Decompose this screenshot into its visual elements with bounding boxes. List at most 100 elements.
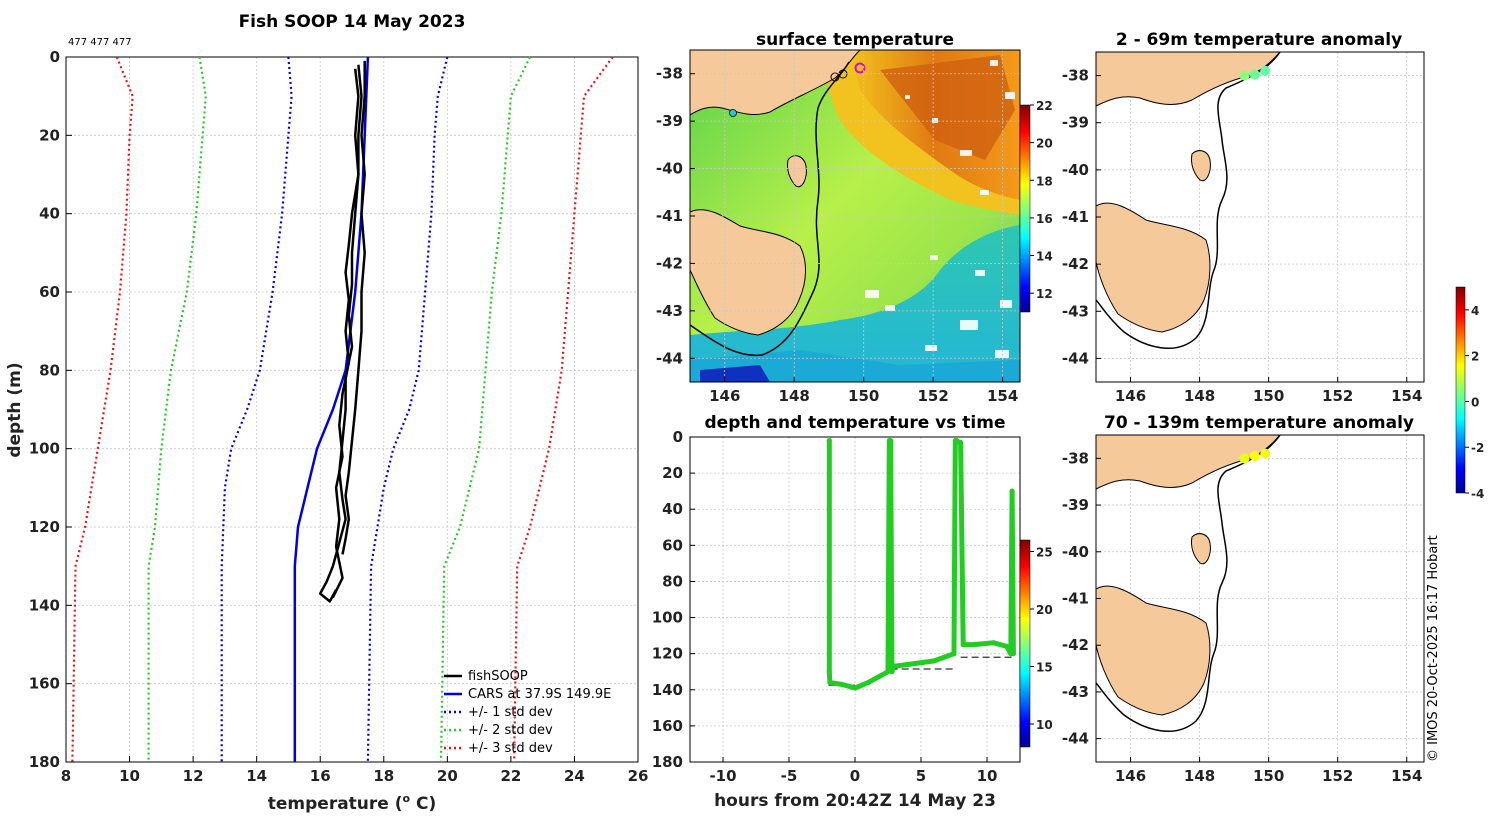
profile-ytick: 0 <box>50 48 60 66</box>
dt-ytick: 60 <box>662 536 683 554</box>
map-ytick: -44 <box>656 349 683 367</box>
depth-time-xlabel: hours from 20:42Z 14 May 23 <box>714 791 996 811</box>
dt-point <box>827 680 833 686</box>
credit-text: © IMOS 20-Oct-2025 16:17 Hobart <box>1426 535 1441 762</box>
anomaly-colorbar-ticks: 4 2 0 -2 -4 <box>1465 304 1484 501</box>
profile-xtick: 8 <box>61 767 71 785</box>
dt-point <box>1004 643 1010 649</box>
sst-cb-tick: 22 <box>1036 99 1053 113</box>
dt-ytick: 180 <box>652 753 683 771</box>
profile-ytick: 60 <box>39 283 60 301</box>
anomaly-point <box>1249 451 1260 462</box>
legend-std1: +/- 1 std dev <box>468 705 553 720</box>
anomaly-deep-grid <box>1096 435 1424 762</box>
dt-ytick: 140 <box>652 681 683 699</box>
profile-legend: fishSOOP CARS at 37.9S 149.9E +/- 1 std … <box>444 669 611 756</box>
profile-ytick: 160 <box>29 675 60 693</box>
dt-point <box>905 662 911 667</box>
dt-ytick: 40 <box>662 500 683 518</box>
map-ytick: -43 <box>656 302 683 320</box>
profile-xtick: 18 <box>373 767 394 785</box>
profile-xtick: 14 <box>246 767 267 785</box>
map-xtick: 154 <box>1391 387 1422 405</box>
map-ytick: -40 <box>1062 543 1089 561</box>
profile-xtick: 10 <box>119 767 140 785</box>
profile-xtick: 12 <box>183 767 204 785</box>
map-xtick: 148 <box>779 387 810 405</box>
dt-point <box>826 669 832 675</box>
profile-series--2-std-dev <box>147 56 207 762</box>
anom-cb-tick: 4 <box>1471 304 1479 318</box>
map-ytick: -43 <box>1062 302 1089 320</box>
legend-fishsoop: fishSOOP <box>468 669 528 684</box>
depth-time-title: depth and temperature vs time <box>705 413 1006 433</box>
profile-ytick: 40 <box>39 205 60 223</box>
profile-ytick: 100 <box>29 440 60 458</box>
map-xtick: 152 <box>1322 767 1353 785</box>
dt-point <box>960 642 966 648</box>
dt-point <box>839 681 845 687</box>
dt-ytick: 160 <box>652 717 683 735</box>
map-ytick: -39 <box>1062 496 1089 514</box>
profile-lines <box>71 56 614 763</box>
dt-point <box>931 658 937 664</box>
dt-ytick: 100 <box>652 609 683 627</box>
map-xtick: 152 <box>918 387 949 405</box>
dt-point <box>1010 651 1016 657</box>
profile-ytick: 120 <box>29 518 60 536</box>
dt-ytick: 0 <box>673 428 683 446</box>
anomaly-point <box>1260 65 1271 76</box>
map-ytick: -44 <box>1062 730 1089 748</box>
anomaly-deep-ticks: 146 148 150 152 154 -38 -39 -40 -41 -42 -43 -44 <box>1062 449 1423 785</box>
anomaly-shallow-land <box>1095 51 1282 350</box>
anomaly-shallow-title: 2 - 69m temperature anomaly <box>1116 30 1402 50</box>
dt-point <box>865 680 871 686</box>
sst-grid <box>690 50 1020 382</box>
legend-std3: +/- 3 std dev <box>468 741 553 756</box>
dt-point <box>971 642 977 648</box>
map-ytick: -42 <box>656 254 683 272</box>
map-xtick: 146 <box>1115 767 1146 785</box>
anomaly-deep-title: 70 - 139m temperature anomaly <box>1104 413 1414 433</box>
dt-point <box>889 669 895 675</box>
legend-std2: +/- 2 std dev <box>468 723 553 738</box>
map-ytick: -41 <box>656 207 683 225</box>
map-ytick: -40 <box>656 160 683 178</box>
dt-point <box>1009 488 1015 494</box>
dt-xtick: 10 <box>977 767 998 785</box>
dt-point <box>852 685 858 691</box>
profile-axes-box <box>65 56 639 763</box>
profile-series--3-std-dev <box>71 56 134 763</box>
sst-title: surface temperature <box>756 30 954 50</box>
anomaly-deep-map: 70 - 139m temperature anomaly 146 148 150 1… <box>1062 413 1425 785</box>
profile-series-fishsoop-cast <box>341 60 366 555</box>
profile-xtick: 26 <box>628 767 649 785</box>
sst-cb-tick: 16 <box>1036 212 1053 226</box>
map-ytick: -42 <box>1062 255 1089 273</box>
legend-cars: CARS at 37.9S 149.9E <box>468 687 611 702</box>
dt-cb-tick: 20 <box>1036 603 1053 617</box>
dt-cb-tick: 10 <box>1036 718 1053 732</box>
map-ytick: -44 <box>1062 349 1089 367</box>
anomaly-deep-land <box>1095 434 1282 733</box>
sst-field <box>690 50 1020 382</box>
sst-colorbar-ticks: 12 14 16 18 20 22 <box>1030 99 1053 301</box>
anomaly-point <box>1239 70 1250 81</box>
map-ytick: -42 <box>1062 636 1089 654</box>
anom-cb-tick: -2 <box>1471 441 1484 455</box>
anomaly-point <box>1239 453 1250 464</box>
map-xtick: 154 <box>1391 767 1422 785</box>
sst-cb-tick: 14 <box>1036 250 1053 264</box>
dt-point <box>991 640 997 646</box>
map-xtick: 150 <box>848 387 879 405</box>
profile-title: Fish SOOP 14 May 2023 <box>239 12 466 32</box>
profile-grid <box>65 56 639 763</box>
map-xtick: 148 <box>1184 387 1215 405</box>
map-ytick: -40 <box>1062 161 1089 179</box>
anomaly-colorbar-bar <box>1455 286 1466 494</box>
dt-point <box>878 672 884 678</box>
map-ytick: -38 <box>1062 67 1089 85</box>
profile-xtick: 16 <box>310 767 331 785</box>
profile-xlabel: temperature (o C) <box>268 792 437 814</box>
